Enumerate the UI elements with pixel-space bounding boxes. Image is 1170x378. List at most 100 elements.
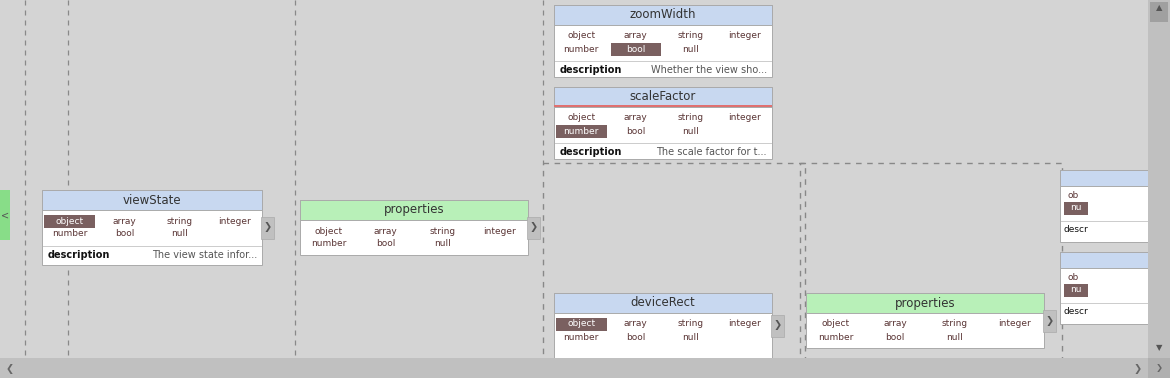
Text: descr: descr bbox=[1064, 307, 1089, 316]
Bar bbox=[1148, 0, 1170, 358]
Bar bbox=[556, 318, 606, 330]
Text: null: null bbox=[682, 45, 698, 54]
Bar bbox=[1148, 358, 1170, 378]
Text: string: string bbox=[166, 217, 193, 226]
Bar bbox=[44, 214, 95, 228]
Text: properties: properties bbox=[895, 296, 956, 310]
Text: null: null bbox=[947, 333, 963, 341]
Text: null: null bbox=[682, 333, 698, 341]
Text: deviceRect: deviceRect bbox=[631, 296, 695, 310]
Text: object: object bbox=[567, 113, 596, 122]
Text: ob: ob bbox=[1068, 274, 1079, 282]
Text: The scale factor for t...: The scale factor for t... bbox=[656, 147, 768, 157]
Bar bbox=[1060, 170, 1148, 242]
Bar bbox=[611, 42, 661, 56]
Text: number: number bbox=[564, 127, 599, 135]
Text: integer: integer bbox=[218, 217, 250, 226]
Text: zoomWidth: zoomWidth bbox=[629, 8, 696, 22]
Text: ▼: ▼ bbox=[1156, 344, 1162, 353]
Text: array: array bbox=[373, 226, 398, 235]
Text: array: array bbox=[112, 217, 137, 226]
Bar bbox=[1064, 201, 1088, 214]
Text: string: string bbox=[942, 319, 968, 328]
Text: nu: nu bbox=[1071, 203, 1082, 212]
Bar bbox=[555, 105, 772, 107]
Bar bbox=[555, 293, 772, 313]
Text: ❯: ❯ bbox=[1046, 316, 1053, 325]
Text: ob: ob bbox=[1068, 192, 1079, 200]
Text: ❯: ❯ bbox=[1134, 364, 1142, 374]
Text: array: array bbox=[624, 113, 648, 122]
Bar bbox=[526, 217, 541, 239]
Text: array: array bbox=[624, 31, 648, 40]
Text: null: null bbox=[682, 127, 698, 135]
Bar bbox=[300, 200, 528, 220]
Text: bool: bool bbox=[376, 240, 395, 248]
Text: number: number bbox=[564, 45, 599, 54]
Text: The view state infor...: The view state infor... bbox=[152, 250, 257, 260]
Text: Whether the view sho...: Whether the view sho... bbox=[651, 65, 768, 75]
Text: string: string bbox=[429, 226, 455, 235]
Text: bool: bool bbox=[626, 333, 646, 341]
Text: number: number bbox=[311, 240, 346, 248]
Text: ▲: ▲ bbox=[1156, 3, 1162, 12]
Text: ❯: ❯ bbox=[530, 223, 537, 232]
Text: description: description bbox=[560, 147, 622, 157]
Text: integer: integer bbox=[729, 31, 762, 40]
Text: viewState: viewState bbox=[123, 194, 181, 206]
Bar bbox=[1064, 284, 1088, 296]
Text: ❯: ❯ bbox=[1156, 364, 1163, 372]
Text: object: object bbox=[567, 31, 596, 40]
Text: description: description bbox=[48, 250, 110, 260]
Text: string: string bbox=[677, 31, 703, 40]
Bar bbox=[556, 124, 606, 138]
Bar bbox=[1042, 310, 1057, 332]
Text: number: number bbox=[564, 333, 599, 341]
Bar bbox=[771, 314, 784, 336]
Bar bbox=[261, 217, 274, 239]
Bar bbox=[800, 163, 1062, 363]
Bar bbox=[300, 200, 528, 255]
Bar bbox=[1060, 252, 1148, 268]
Text: object: object bbox=[567, 319, 596, 328]
Text: number: number bbox=[51, 229, 88, 239]
Text: scaleFactor: scaleFactor bbox=[629, 90, 696, 104]
Text: object: object bbox=[821, 319, 849, 328]
Text: ❯: ❯ bbox=[263, 223, 271, 232]
Text: properties: properties bbox=[384, 203, 445, 217]
Text: bool: bool bbox=[115, 229, 135, 239]
Text: descr: descr bbox=[1064, 226, 1089, 234]
Text: integer: integer bbox=[729, 113, 762, 122]
Text: number: number bbox=[818, 333, 853, 341]
Bar bbox=[555, 5, 772, 25]
Bar bbox=[1060, 252, 1148, 324]
Text: null: null bbox=[434, 240, 450, 248]
Text: string: string bbox=[677, 319, 703, 328]
Text: bool: bool bbox=[886, 333, 904, 341]
Text: integer: integer bbox=[483, 226, 516, 235]
Text: bool: bool bbox=[626, 127, 646, 135]
Text: array: array bbox=[624, 319, 648, 328]
Text: string: string bbox=[677, 113, 703, 122]
Text: null: null bbox=[171, 229, 188, 239]
Text: <: < bbox=[1, 210, 9, 220]
Bar bbox=[1060, 170, 1148, 186]
Text: integer: integer bbox=[729, 319, 762, 328]
Text: nu: nu bbox=[1071, 285, 1082, 294]
Bar bbox=[0, 190, 11, 240]
Text: integer: integer bbox=[998, 319, 1031, 328]
Text: bool: bool bbox=[626, 45, 646, 54]
Text: description: description bbox=[560, 65, 622, 75]
Text: ❯: ❯ bbox=[773, 321, 782, 330]
Text: ❮: ❮ bbox=[6, 364, 14, 374]
Bar bbox=[555, 87, 772, 107]
Text: array: array bbox=[883, 319, 907, 328]
Text: object: object bbox=[55, 217, 83, 226]
Bar bbox=[543, 163, 805, 363]
Bar bbox=[0, 358, 1148, 378]
Bar bbox=[1150, 2, 1168, 22]
Bar bbox=[42, 190, 262, 265]
Bar bbox=[42, 190, 262, 210]
Bar bbox=[555, 87, 772, 159]
Text: object: object bbox=[315, 226, 343, 235]
